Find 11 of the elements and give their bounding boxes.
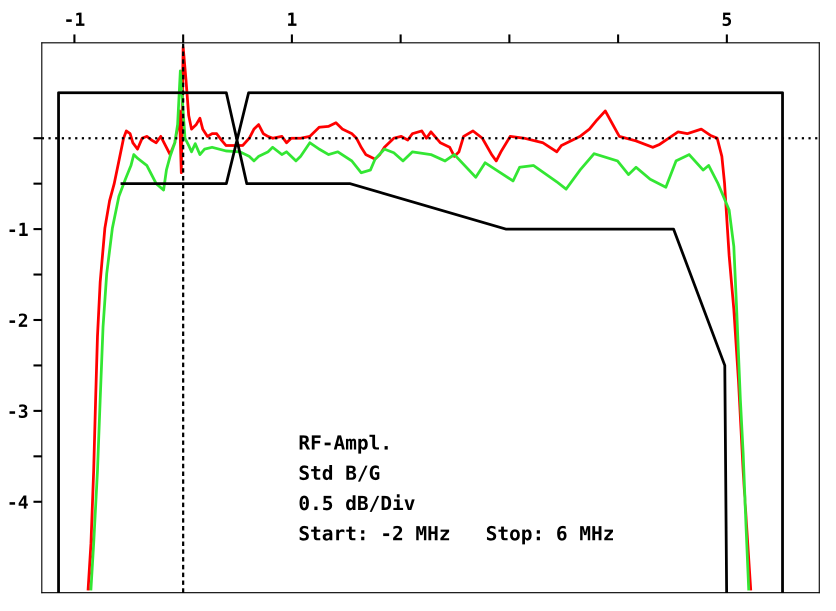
x-tick-label: 5 bbox=[722, 12, 732, 26]
annotation: Start: -2 MHz Stop: 6 MHz bbox=[300, 526, 613, 544]
y-tick-label: -3 bbox=[10, 404, 28, 418]
annotation: 0.5 dB/Div bbox=[300, 494, 415, 512]
x-tick-label: -1 bbox=[66, 12, 84, 26]
y-tick-label: -4 bbox=[10, 495, 28, 509]
annotation: RF-Ampl. bbox=[300, 434, 388, 454]
annotation: Std B/G bbox=[300, 465, 380, 482]
y-tick-label: -2 bbox=[10, 313, 28, 327]
y-tick-label: -1 bbox=[10, 222, 28, 236]
x-tick-label: 1 bbox=[288, 12, 296, 26]
